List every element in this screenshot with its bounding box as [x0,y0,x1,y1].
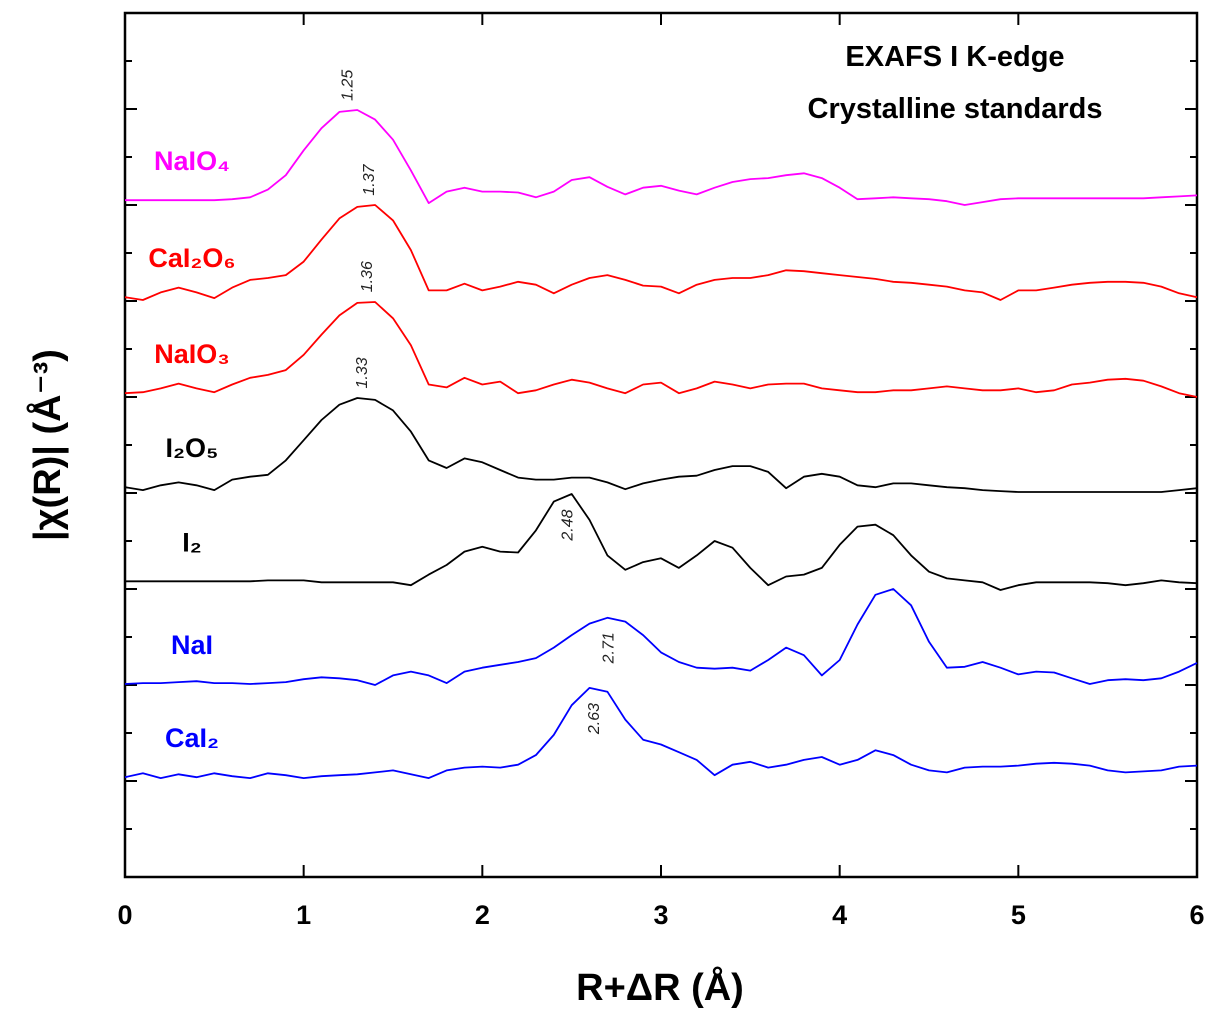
peak-label: 1.36 [359,261,376,292]
y-axis-title: |χ(R)| (Å⁻³) [25,349,69,541]
series-line [124,397,1198,493]
series-name: CaI₂ [165,723,219,753]
x-tick-label: 1 [296,900,311,930]
x-tick-label: 3 [653,900,668,930]
series-name: I₂O₅ [166,433,219,463]
series-line [124,301,1198,398]
x-tick-label: 5 [1011,900,1026,930]
peak-label: 2.71 [600,632,617,664]
x-tick-label: 0 [117,900,132,930]
series-name: NaI [171,630,213,660]
peak-label: 1.25 [340,70,357,101]
series-line [125,109,1198,206]
plot-frame [123,11,1199,879]
series-name: NaIO₄ [154,146,230,176]
peak-label: 1.33 [354,357,371,388]
series-line [124,204,1198,301]
series-name: NaIO₃ [154,339,230,369]
series-name: I₂ [182,527,202,557]
series-name: CaI₂O₆ [148,243,235,273]
peak-label: 1.37 [361,163,378,195]
x-tick-label: 6 [1189,900,1204,930]
chart-title: EXAFS I K-edge [845,41,1064,73]
x-axis-title: R+ΔR (Å) [576,965,744,1009]
series-line [124,687,1198,779]
peak-label: 2.48 [559,509,576,541]
series-line [124,588,1198,686]
peak-label: 2.63 [586,703,603,735]
series-line [125,493,1198,591]
chart-subtitle: Crystalline standards [808,93,1103,125]
x-tick-label: 4 [832,900,847,930]
x-tick-label: 2 [475,900,490,930]
